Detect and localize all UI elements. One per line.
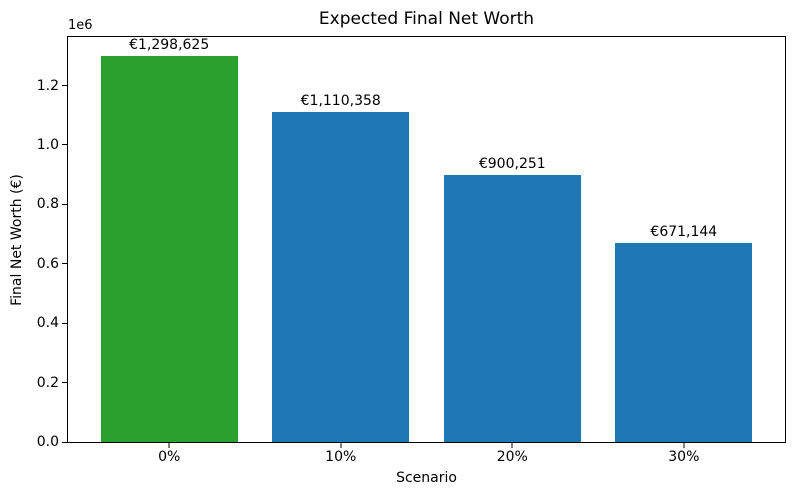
bar bbox=[443, 174, 581, 442]
y-tick-label: 0.6 bbox=[36, 255, 59, 272]
y-tick-label: 1.0 bbox=[36, 136, 59, 153]
y-axis-label: Final Net Worth (€) bbox=[9, 173, 26, 306]
y-tick-mark bbox=[62, 441, 67, 443]
x-tick-label: 0% bbox=[158, 449, 181, 465]
bar-value-label: €1,298,625 bbox=[129, 37, 210, 54]
bar-value-label: €671,144 bbox=[650, 223, 718, 240]
y-tick-label: 0.0 bbox=[36, 434, 59, 450]
y-tick-mark bbox=[62, 85, 67, 87]
bar bbox=[272, 112, 410, 442]
bar-value-label: €900,251 bbox=[478, 155, 546, 172]
x-tick-label: 20% bbox=[496, 449, 528, 465]
y-tick-label: 0.8 bbox=[36, 196, 59, 213]
x-tick-mark bbox=[511, 443, 513, 448]
y-axis-offset-text: 1e6 bbox=[68, 18, 93, 33]
bar-value-label: €1,110,358 bbox=[300, 93, 381, 110]
y-tick-mark bbox=[62, 382, 67, 384]
x-tick-mark bbox=[340, 443, 342, 448]
chart-title: Expected Final Net Worth bbox=[318, 9, 535, 29]
y-tick-mark bbox=[62, 322, 67, 324]
x-tick-mark bbox=[168, 443, 170, 448]
x-tick-mark bbox=[683, 443, 685, 448]
y-tick-mark bbox=[62, 263, 67, 265]
y-tick-label: 0.4 bbox=[36, 315, 59, 332]
y-tick-label: 0.2 bbox=[36, 374, 59, 391]
y-axis-label-container: Final Net Worth (€) bbox=[7, 36, 27, 443]
x-tick-label: 10% bbox=[325, 449, 357, 465]
y-tick-mark bbox=[62, 144, 67, 146]
bar bbox=[100, 56, 238, 442]
x-axis-label: Scenario bbox=[396, 470, 457, 486]
plot-area: 0.0 0.2 0.4 0.6 0.8 1.0 1.2 €1,298,625 0% €1,110,… bbox=[37, 36, 786, 464]
bar bbox=[615, 242, 753, 442]
y-tick-mark bbox=[62, 203, 67, 205]
y-tick-label: 1.2 bbox=[36, 77, 59, 94]
x-tick-label: 30% bbox=[668, 449, 700, 465]
